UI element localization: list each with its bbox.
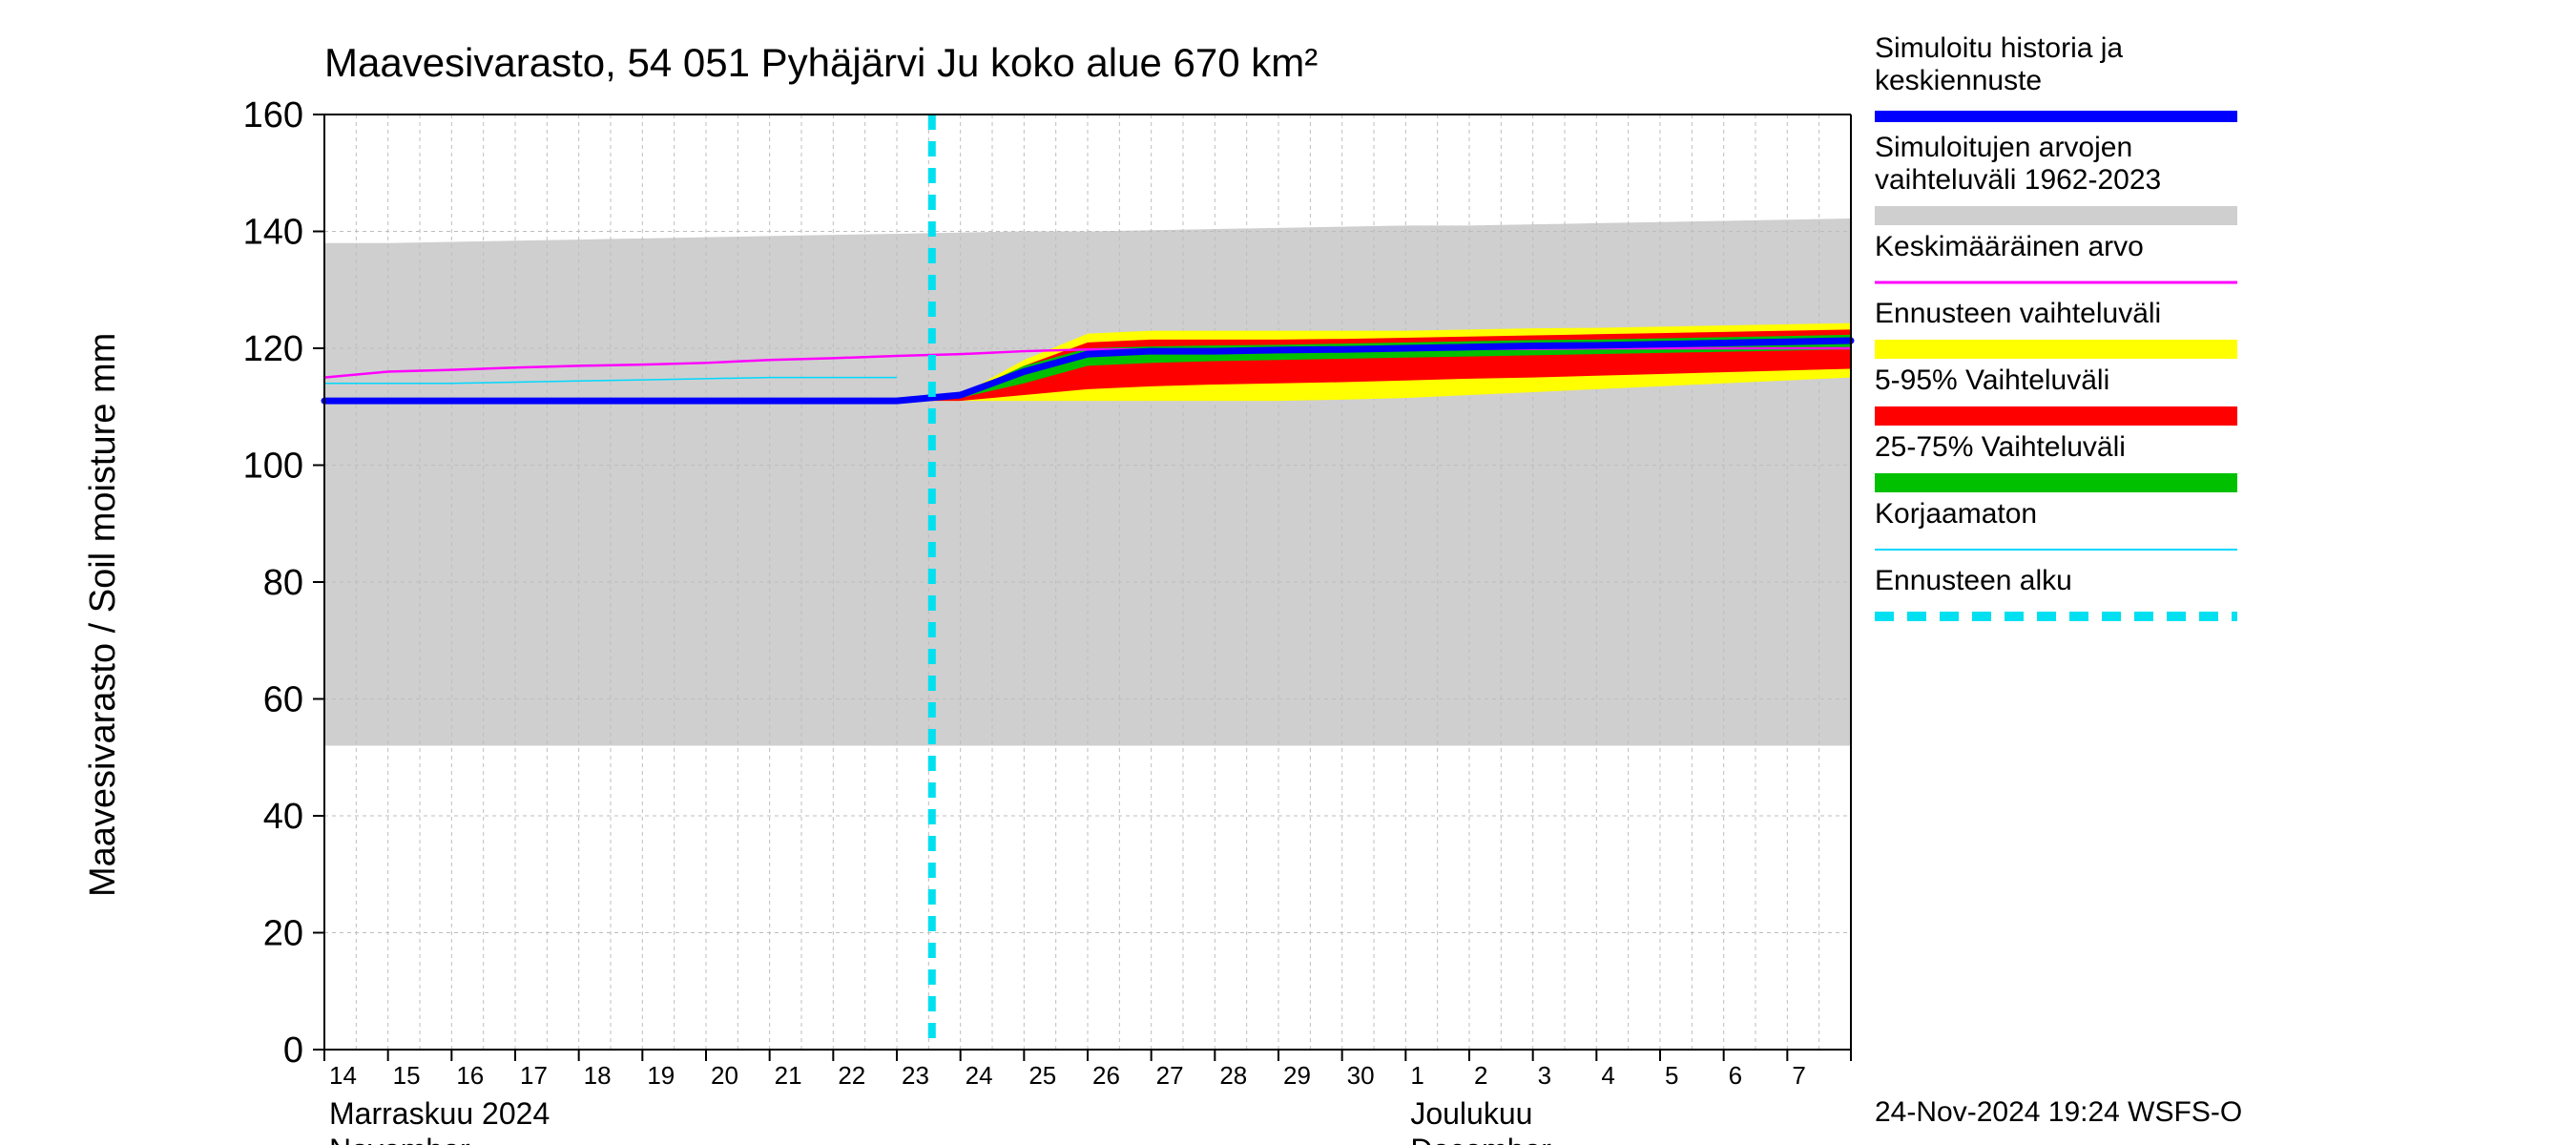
x-tick-label: 24 [966,1061,993,1090]
soil-moisture-chart: 0204060801001201401601415161718192021222… [0,0,2576,1145]
x-tick-label: 1 [1410,1061,1423,1090]
x-tick-label: 20 [711,1061,738,1090]
x-tick-label: 15 [393,1061,421,1090]
x-tick-label: 3 [1538,1061,1551,1090]
y-tick-label: 40 [263,797,303,837]
legend-swatch [1875,340,2237,359]
x-tick-label: 6 [1729,1061,1742,1090]
y-tick-label: 140 [243,213,303,253]
y-axis-label: Maavesivarasto / Soil moisture mm [83,333,123,897]
legend-label: 5-95% Vaihteluväli [1875,364,2109,396]
month-label-fi: Marraskuu 2024 [329,1096,550,1131]
legend-label: Ennusteen alku [1875,565,2072,596]
footer-timestamp: 24-Nov-2024 19:24 WSFS-O [1875,1096,2242,1128]
legend-label: Simuloitujen arvojen [1875,132,2132,163]
x-tick-label: 4 [1601,1061,1614,1090]
y-tick-label: 0 [283,1030,303,1071]
x-tick-label: 22 [838,1061,865,1090]
x-tick-label: 28 [1219,1061,1247,1090]
legend-label: Ennusteen vaihteluväli [1875,298,2161,329]
x-tick-label: 27 [1156,1061,1184,1090]
month-label-en: December [1410,1133,1551,1145]
x-tick-label: 18 [584,1061,612,1090]
month-label-fi: Joulukuu [1410,1096,1532,1131]
y-tick-label: 100 [243,447,303,487]
x-tick-label: 19 [647,1061,675,1090]
chart-svg: 0204060801001201401601415161718192021222… [0,0,2576,1145]
legend-label: 25-75% Vaihteluväli [1875,431,2126,463]
month-label-en: November [329,1133,470,1145]
x-tick-label: 29 [1283,1061,1311,1090]
legend-label: Simuloitu historia ja [1875,32,2123,64]
x-tick-label: 5 [1665,1061,1678,1090]
y-tick-label: 160 [243,95,303,135]
x-tick-label: 30 [1347,1061,1375,1090]
x-tick-label: 25 [1028,1061,1056,1090]
y-tick-label: 80 [263,563,303,603]
x-tick-label: 16 [456,1061,484,1090]
x-tick-label: 14 [329,1061,357,1090]
x-tick-label: 26 [1092,1061,1120,1090]
legend-label: Korjaamaton [1875,498,2037,530]
chart-title: Maavesivarasto, 54 051 Pyhäjärvi Ju koko… [324,40,1318,85]
x-tick-label: 2 [1474,1061,1487,1090]
legend-label: keskiennuste [1875,65,2042,96]
y-tick-label: 60 [263,680,303,720]
legend-swatch [1875,206,2237,225]
y-tick-label: 20 [263,914,303,954]
legend-swatch [1875,406,2237,426]
legend-label: Keskimääräinen arvo [1875,231,2144,262]
x-tick-label: 17 [520,1061,548,1090]
x-tick-label: 7 [1792,1061,1805,1090]
legend-swatch [1875,473,2237,492]
x-tick-label: 23 [902,1061,929,1090]
y-tick-label: 120 [243,329,303,369]
legend-label: vaihteluväli 1962-2023 [1875,164,2161,196]
x-tick-label: 21 [775,1061,802,1090]
